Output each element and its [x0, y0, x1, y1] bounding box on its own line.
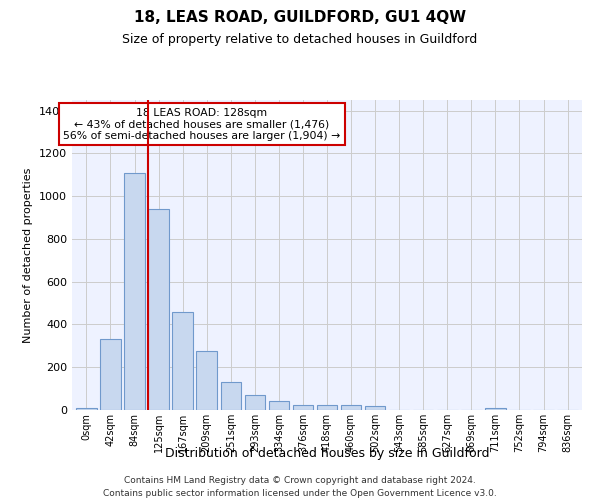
Bar	[245, 395, 265, 410]
Text: 18 LEAS ROAD: 128sqm
← 43% of detached houses are smaller (1,476)
56% of semi-de: 18 LEAS ROAD: 128sqm ← 43% of detached h…	[64, 108, 341, 141]
Bar	[269, 402, 289, 410]
Bar	[100, 340, 121, 410]
Bar	[365, 406, 385, 410]
Bar	[341, 404, 361, 410]
Text: Contains HM Land Registry data © Crown copyright and database right 2024.: Contains HM Land Registry data © Crown c…	[124, 476, 476, 485]
Bar	[317, 404, 337, 410]
Bar	[196, 351, 217, 410]
Bar	[485, 408, 506, 410]
Bar	[124, 172, 145, 410]
Text: Contains public sector information licensed under the Open Government Licence v3: Contains public sector information licen…	[103, 489, 497, 498]
Bar	[148, 209, 169, 410]
Bar	[293, 406, 313, 410]
Y-axis label: Number of detached properties: Number of detached properties	[23, 168, 34, 342]
Bar	[221, 382, 241, 410]
Text: Distribution of detached houses by size in Guildford: Distribution of detached houses by size …	[165, 448, 489, 460]
Text: 18, LEAS ROAD, GUILDFORD, GU1 4QW: 18, LEAS ROAD, GUILDFORD, GU1 4QW	[134, 10, 466, 25]
Bar	[76, 408, 97, 410]
Bar	[172, 312, 193, 410]
Text: Size of property relative to detached houses in Guildford: Size of property relative to detached ho…	[122, 32, 478, 46]
